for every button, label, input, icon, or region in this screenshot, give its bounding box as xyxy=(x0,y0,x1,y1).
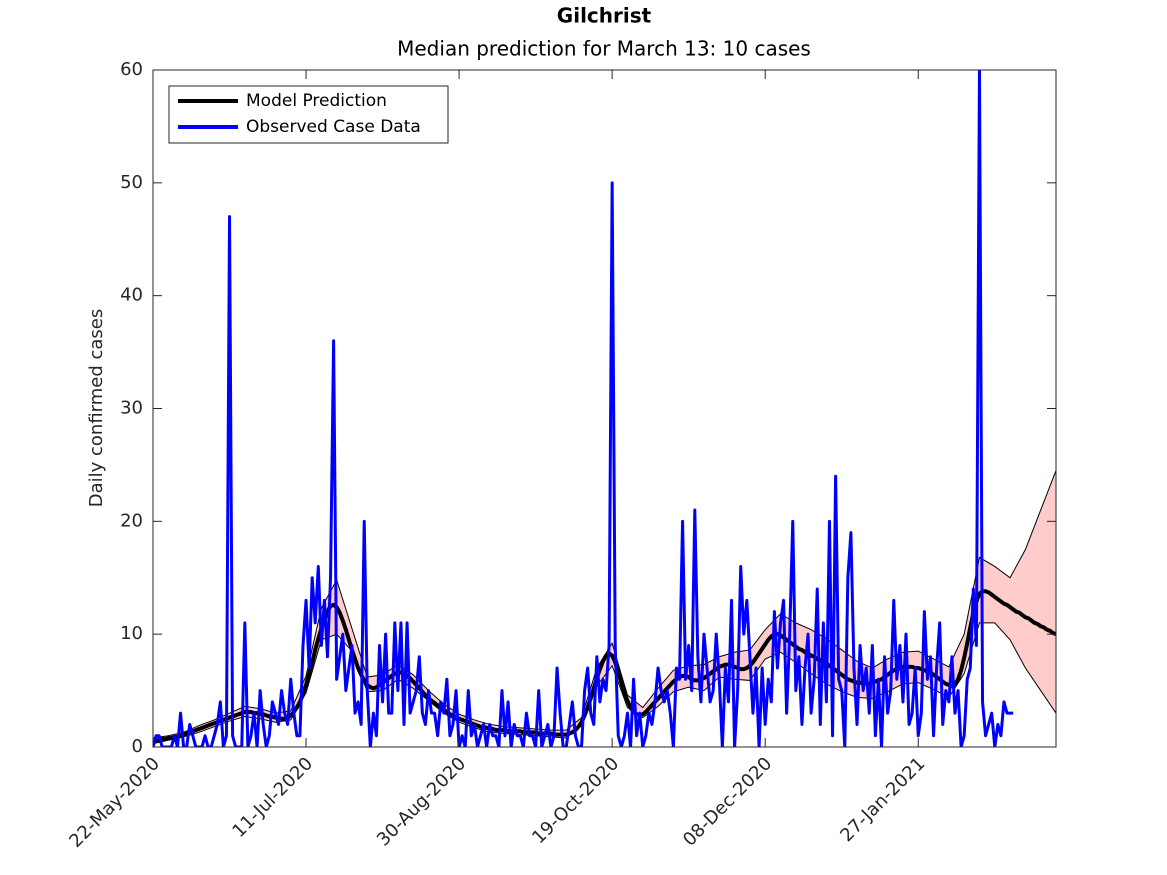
y-tick-label: 40 xyxy=(120,285,143,306)
legend-box xyxy=(168,85,449,144)
y-axis-label: Daily confirmed cases xyxy=(86,309,107,508)
y-tick-label: 10 xyxy=(120,623,143,644)
chart-subtitle: Median prediction for March 13: 10 cases xyxy=(397,37,811,61)
y-tick-label: 20 xyxy=(120,510,143,531)
series-line xyxy=(153,70,1014,747)
legend: Model Prediction Observed Case Data xyxy=(168,85,449,144)
legend-label: Model Prediction xyxy=(246,91,387,111)
y-tick-label: 0 xyxy=(132,736,143,757)
plot-layer xyxy=(153,70,1056,747)
plot-area xyxy=(153,70,1056,747)
legend-label: Observed Case Data xyxy=(246,117,421,137)
y-tick-label: 50 xyxy=(120,172,143,193)
y-tick-label: 30 xyxy=(120,398,143,419)
y-tick-label: 60 xyxy=(120,59,143,80)
chart-title: Gilchrist xyxy=(557,4,652,28)
